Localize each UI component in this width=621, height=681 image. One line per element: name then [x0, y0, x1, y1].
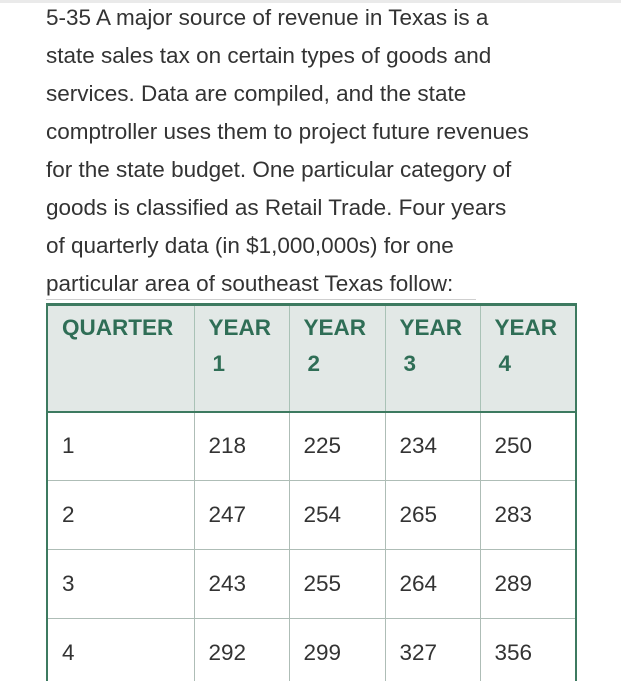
cell-value: 265 [384, 480, 481, 550]
problem-line: for the state budget. One particular cat… [46, 157, 512, 182]
cell-value: 225 [288, 411, 386, 481]
header-sublabel: 1 [212, 351, 226, 376]
cell-value: 292 [193, 618, 290, 681]
cell-quarter: 3 [46, 549, 195, 619]
cell-quarter: 1 [46, 411, 195, 481]
cell-value: 255 [288, 549, 386, 619]
problem-line: services. Data are compiled, and the sta… [46, 81, 467, 106]
header-label: YEAR [494, 315, 558, 340]
header-sublabel: 2 [307, 351, 321, 376]
problem-line: goods is classified as Retail Trade. Fou… [46, 195, 507, 220]
top-divider [0, 0, 621, 3]
table-header-row: QUARTER YEAR 1 YEAR 2 YEAR 3 YEAR 4 [46, 303, 577, 413]
cell-value: 264 [384, 549, 481, 619]
header-year-4: YEAR 4 [479, 303, 577, 413]
header-sublabel: 3 [403, 351, 417, 376]
cell-value: 327 [384, 618, 481, 681]
problem-statement: 5-35 A major source of revenue in Texas … [46, 0, 606, 303]
problem-text: 5-35 A major source of revenue in Texas … [46, 0, 606, 303]
cell-value: 356 [479, 618, 577, 681]
problem-line: 5-35 A major source of revenue in Texas … [46, 5, 489, 30]
problem-line: comptroller uses them to project future … [46, 119, 529, 144]
cell-quarter: 4 [46, 618, 195, 681]
cell-value: 247 [193, 480, 290, 550]
cell-value: 289 [479, 549, 577, 619]
table-row: 1 218 225 234 250 [46, 411, 577, 481]
header-label: QUARTER [62, 315, 174, 340]
table-row: 4 292 299 327 356 [46, 618, 577, 681]
cell-value: 243 [193, 549, 290, 619]
table-row: 3 243 255 264 289 [46, 549, 577, 619]
header-label: YEAR [399, 315, 463, 340]
cell-value: 218 [193, 411, 290, 481]
table-row: 2 247 254 265 283 [46, 480, 577, 550]
cell-value: 299 [288, 618, 386, 681]
problem-line: state sales tax on certain types of good… [46, 43, 492, 68]
header-year-2: YEAR 2 [288, 303, 386, 413]
header-sublabel: 4 [498, 351, 512, 376]
text-underline [46, 299, 476, 300]
problem-line: of quarterly data (in $1,000,000s) for o… [46, 233, 454, 258]
problem-line: particular area of southeast Texas follo… [46, 271, 454, 296]
header-year-3: YEAR 3 [384, 303, 481, 413]
header-quarter: QUARTER [46, 303, 195, 413]
header-year-1: YEAR 1 [193, 303, 290, 413]
revenue-table: QUARTER YEAR 1 YEAR 2 YEAR 3 YEAR 4 [46, 303, 577, 681]
cell-quarter: 2 [46, 480, 195, 550]
header-label: YEAR [303, 315, 367, 340]
cell-value: 250 [479, 411, 577, 481]
cell-value: 254 [288, 480, 386, 550]
cell-value: 234 [384, 411, 481, 481]
header-label: YEAR [208, 315, 272, 340]
cell-value: 283 [479, 480, 577, 550]
revenue-table-container: QUARTER YEAR 1 YEAR 2 YEAR 3 YEAR 4 [46, 303, 577, 681]
